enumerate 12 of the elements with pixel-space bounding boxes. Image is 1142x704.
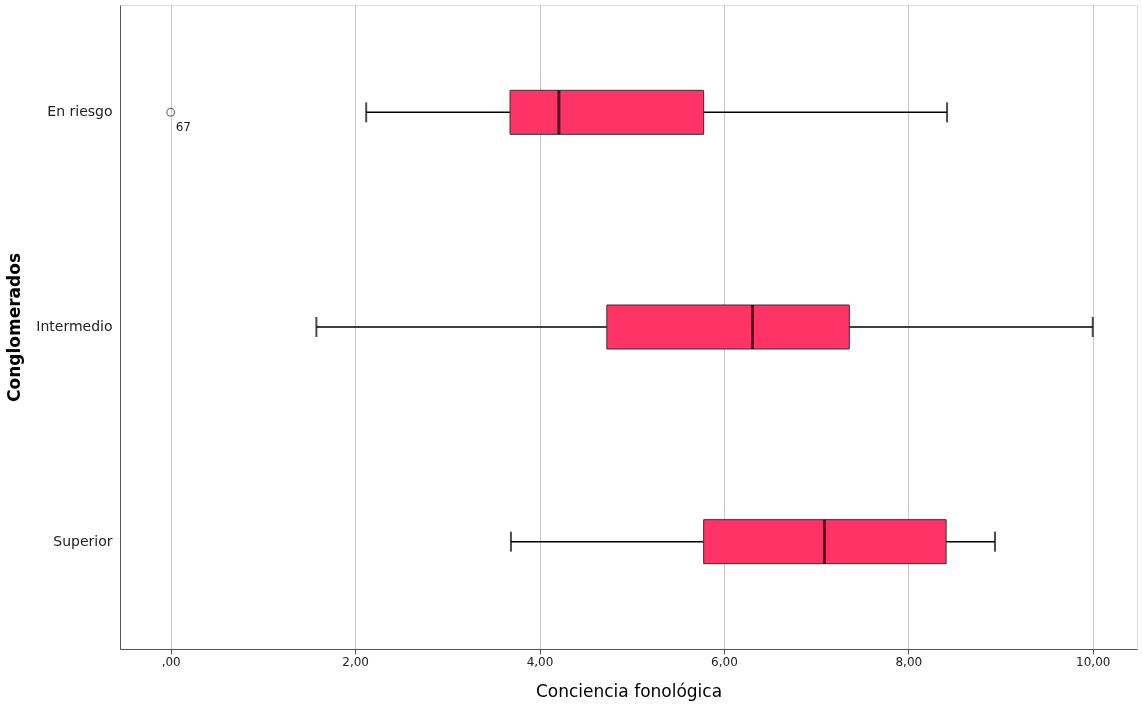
x-axis-title: Conciencia fonológica <box>535 680 723 701</box>
x-tick-label: 8,00 <box>895 654 923 669</box>
x-tick-label: 6,00 <box>711 654 738 669</box>
y-tick-label: Intermedio <box>36 318 113 334</box>
y-axis-title: Conglomerados <box>4 253 25 402</box>
annotation: 67 <box>175 120 191 135</box>
y-tick-label: En riesgo <box>47 103 113 120</box>
x-tick-label: 10,00 <box>1076 654 1111 669</box>
x-tick-label: 4,00 <box>526 654 554 669</box>
y-tick-label: Superior <box>53 532 113 549</box>
x-tick-label: 2,00 <box>342 654 369 669</box>
x-tick-label: ,00 <box>161 654 181 669</box>
